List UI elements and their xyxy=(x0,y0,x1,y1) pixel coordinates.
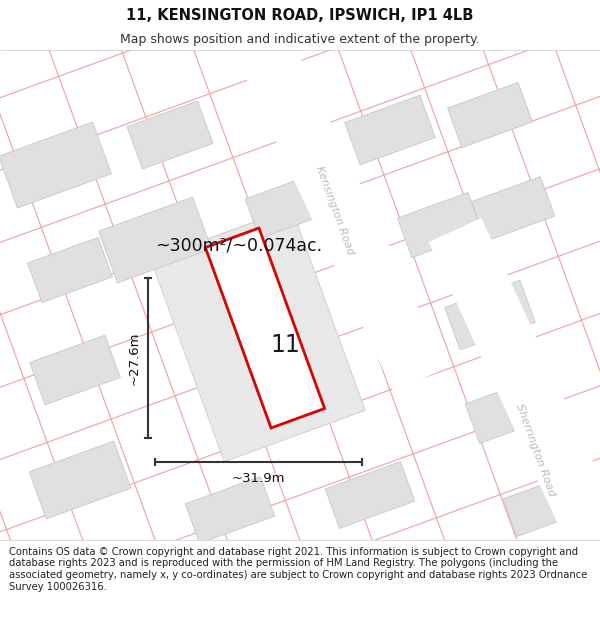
Text: ~31.9m: ~31.9m xyxy=(232,471,285,484)
Polygon shape xyxy=(205,228,325,428)
Polygon shape xyxy=(29,441,131,519)
Polygon shape xyxy=(448,82,532,148)
Text: 11: 11 xyxy=(270,333,300,357)
Text: Kensington Road: Kensington Road xyxy=(314,164,356,256)
Polygon shape xyxy=(445,280,535,350)
Polygon shape xyxy=(503,473,587,537)
Polygon shape xyxy=(245,172,335,238)
Polygon shape xyxy=(151,208,365,462)
Polygon shape xyxy=(465,177,555,243)
Text: Contains OS data © Crown copyright and database right 2021. This information is : Contains OS data © Crown copyright and d… xyxy=(9,547,587,592)
Polygon shape xyxy=(345,95,435,165)
Polygon shape xyxy=(30,335,120,405)
Polygon shape xyxy=(234,28,446,392)
Polygon shape xyxy=(465,377,555,443)
Polygon shape xyxy=(127,101,213,169)
Polygon shape xyxy=(428,218,600,602)
Text: ~300m²/~0.074ac.: ~300m²/~0.074ac. xyxy=(155,236,322,254)
Polygon shape xyxy=(0,122,112,208)
Text: ~27.6m: ~27.6m xyxy=(128,331,140,385)
Text: Sherrington Road: Sherrington Road xyxy=(514,402,556,498)
Text: 11, KENSINGTON ROAD, IPSWICH, IP1 4LB: 11, KENSINGTON ROAD, IPSWICH, IP1 4LB xyxy=(127,8,473,22)
Polygon shape xyxy=(325,462,415,528)
Polygon shape xyxy=(185,477,275,543)
Polygon shape xyxy=(28,238,112,302)
Text: Map shows position and indicative extent of the property.: Map shows position and indicative extent… xyxy=(120,32,480,46)
Polygon shape xyxy=(98,197,211,283)
Polygon shape xyxy=(398,192,482,258)
